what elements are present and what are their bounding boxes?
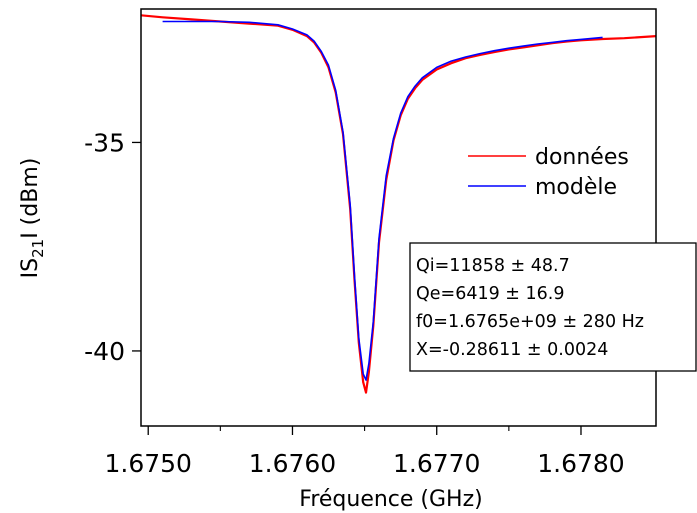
- plot-frame: [140, 8, 657, 427]
- x-tick-label: 1.6780: [537, 449, 624, 478]
- fit-parameters-box: Qi=11858 ± 48.7 Qe=6419 ± 16.9 f0=1.6765…: [409, 242, 697, 372]
- series-layer: [141, 14, 656, 394]
- x-tick-label: 1.6760: [249, 449, 336, 478]
- fit-f0-text: f0=1.6765e+09 ± 280 Hz: [416, 312, 644, 332]
- y-tick-label: -40: [84, 337, 125, 366]
- fit-qe-text: Qe=6419 ± 16.9: [416, 284, 565, 304]
- y-axis-title: IS21I (dBm): [18, 158, 47, 279]
- series-line-1: [162, 20, 603, 381]
- y-tick-label: -35: [84, 128, 125, 157]
- y-axis-title-subscript: 21: [29, 239, 47, 258]
- x-tick-label: 1.6770: [393, 449, 480, 478]
- fit-x-text: X=-0.28611 ± 0.0024: [416, 340, 608, 360]
- legend-label-modele: modèle: [535, 175, 617, 200]
- x-tick-label: 1.6750: [104, 449, 191, 478]
- legend: données modèle: [468, 145, 629, 200]
- fit-qi-text: Qi=11858 ± 48.7: [416, 256, 570, 276]
- y-axis-title-suffix: I (dBm): [18, 158, 43, 239]
- legend-label-donnees: données: [535, 145, 629, 170]
- x-axis-title: Fréquence (GHz): [299, 487, 482, 512]
- fit-box-frame: [409, 242, 697, 372]
- y-axis-title-prefix: IS: [18, 258, 43, 278]
- tick-layer: 1.6750 1.6760 1.6770 1.6780 -35 -40: [84, 128, 625, 478]
